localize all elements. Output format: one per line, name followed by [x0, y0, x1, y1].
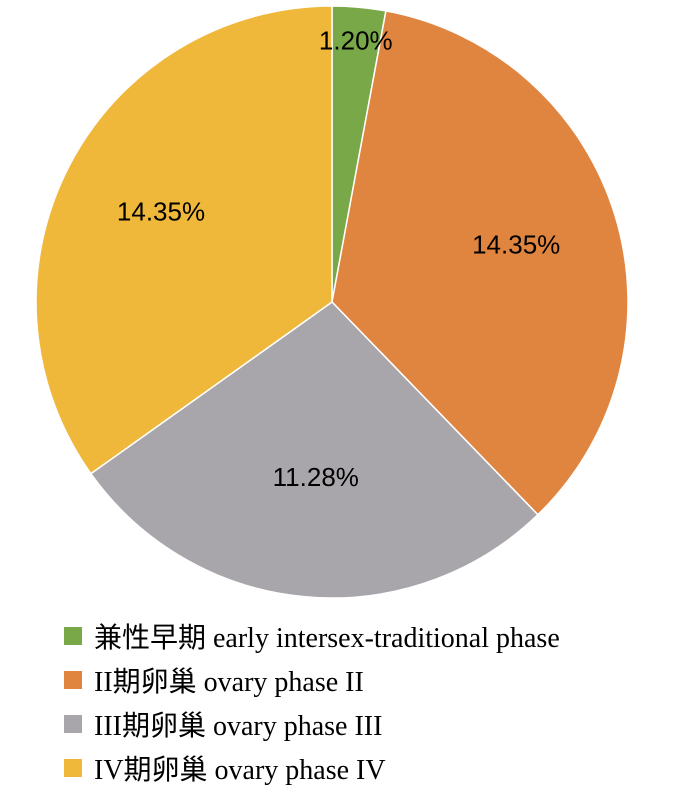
legend-swatch [64, 759, 82, 777]
pie-chart: 1.20% 14.35% 11.28% 14.35% [35, 5, 629, 599]
pie-slice [35, 5, 333, 475]
legend-item: 兼性早期 early intersex-traditional phase [64, 614, 560, 658]
slice-data-label: 14.35% [472, 229, 560, 259]
pie-slice [89, 301, 539, 599]
legend-swatch [64, 627, 82, 645]
pie-slices [35, 5, 629, 599]
slice-data-label: 14.35% [117, 197, 205, 227]
slice-data-label: 1.20% [319, 25, 393, 55]
legend-swatch [64, 715, 82, 733]
legend-label: II期卵巢 ovary phase II [94, 667, 364, 698]
legend-label: III期卵巢 ovary phase III [94, 711, 383, 742]
legend-label: 兼性早期 early intersex-traditional phase [94, 623, 560, 654]
legend-item: II期卵巢 ovary phase II [64, 658, 560, 702]
legend-label: IV期卵巢 ovary phase IV [94, 755, 386, 786]
legend-swatch [64, 671, 82, 689]
pie-data-labels: 1.20% 14.35% 11.28% 14.35% [117, 25, 560, 491]
slice-data-label: 11.28% [273, 462, 359, 492]
legend-item: III期卵巢 ovary phase III [64, 702, 560, 746]
pie-slice [331, 10, 629, 516]
legend-item: IV期卵巢 ovary phase IV [64, 746, 560, 790]
legend: 兼性早期 early intersex-traditional phase II期… [64, 614, 560, 790]
